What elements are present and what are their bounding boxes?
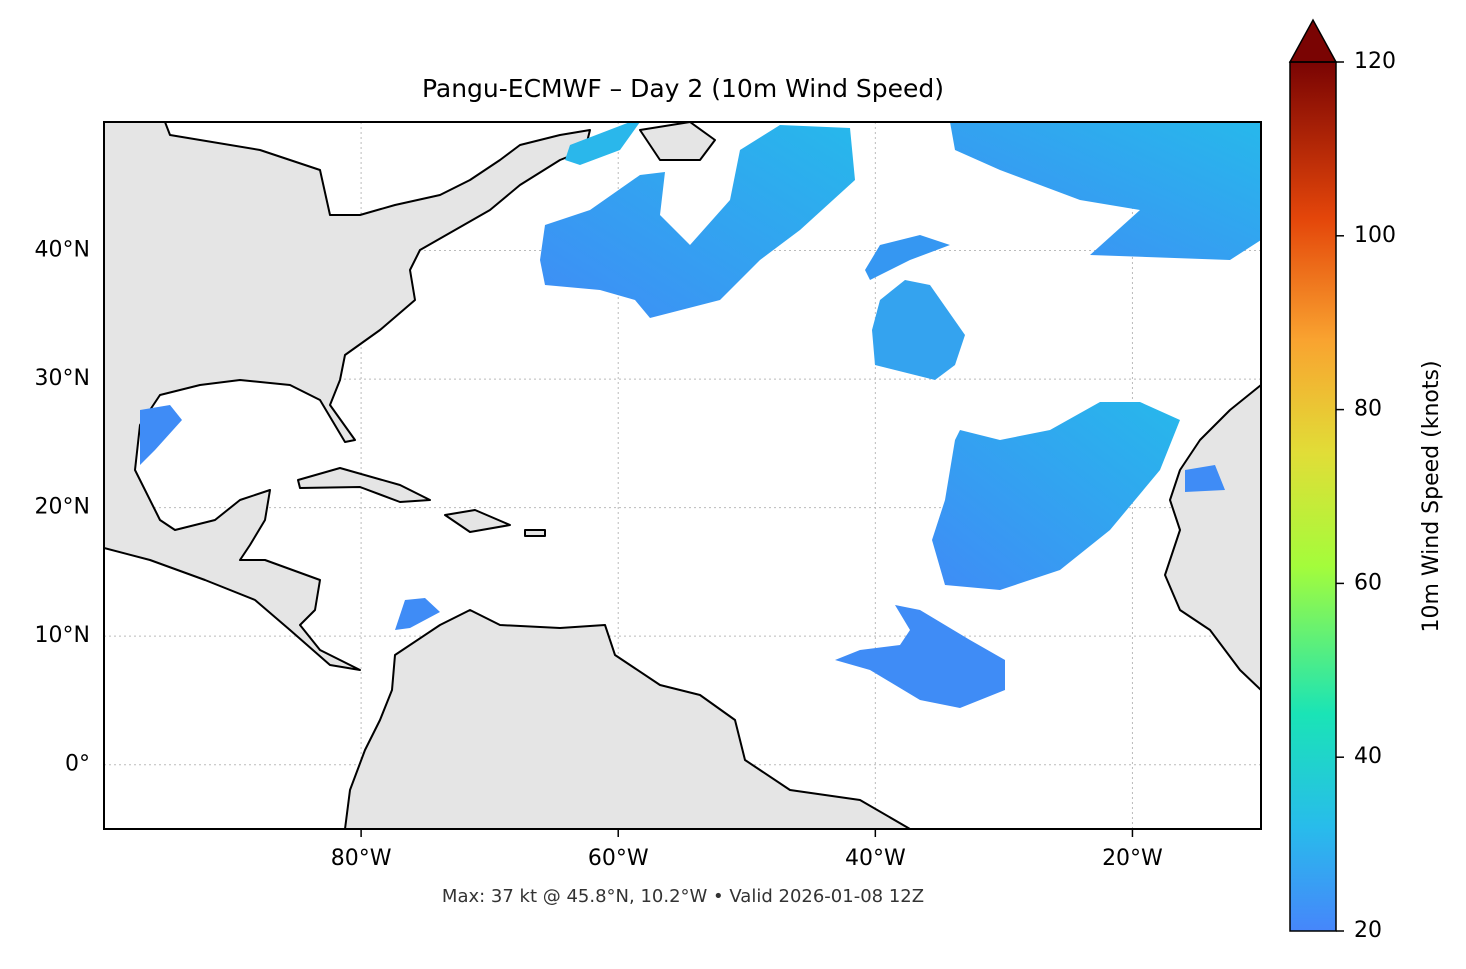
x-tick-label: 80°W xyxy=(331,846,392,871)
colorbar: 20 40 60 80 100 120 10m Wind Speed (knots) xyxy=(1288,18,1444,943)
wind-area xyxy=(565,122,640,165)
y-tick-label: 0° xyxy=(65,752,90,777)
puerto-rico xyxy=(524,529,546,537)
colorbar-extension xyxy=(1288,18,1338,63)
map-area xyxy=(104,122,1261,829)
wind-area xyxy=(1185,465,1225,492)
colorbar-frame xyxy=(1289,61,1337,932)
wind-area xyxy=(140,405,182,465)
africa xyxy=(1164,384,1261,691)
wind-area xyxy=(865,235,950,280)
y-tick-label: 10°N xyxy=(35,623,90,648)
wind-area xyxy=(872,280,965,380)
hispaniola xyxy=(444,509,511,533)
axes: 80°W 60°W 40°W 20°W 0° 10°N 20°N 30°N 40°N xyxy=(35,238,1164,871)
newfoundland xyxy=(639,122,716,161)
north-america xyxy=(104,122,591,671)
x-tick-label: 40°W xyxy=(845,846,906,871)
x-tick-label: 20°W xyxy=(1102,846,1163,871)
wind-area xyxy=(835,605,1005,708)
colorbar-tick-label: 40 xyxy=(1354,744,1382,769)
wind-area xyxy=(395,598,440,630)
colorbar-tick-label: 80 xyxy=(1354,397,1382,422)
colorbar-tick-label: 60 xyxy=(1354,570,1382,595)
colorbar-tick-label: 120 xyxy=(1354,49,1396,74)
colorbar-label: 10m Wind Speed (knots) xyxy=(1419,360,1444,632)
y-tick-label: 30°N xyxy=(35,366,90,391)
colorbar-tick-label: 20 xyxy=(1354,918,1382,943)
colorbar-tick-label: 100 xyxy=(1354,223,1396,248)
y-tick-label: 40°N xyxy=(35,238,90,263)
y-tick-label: 20°N xyxy=(35,495,90,520)
cuba xyxy=(297,467,431,503)
wind-area xyxy=(540,125,855,318)
wind-area xyxy=(932,402,1180,590)
colorbar-gradient xyxy=(1290,62,1336,931)
map-title: Pangu-ECMWF – Day 2 (10m Wind Speed) xyxy=(422,74,944,103)
footer-note: Max: 37 kt @ 45.8°N, 10.2°W • Valid 2026… xyxy=(442,886,924,907)
map-frame xyxy=(103,121,1262,830)
south-america xyxy=(344,609,911,829)
wind-area xyxy=(950,122,1261,260)
x-tick-label: 60°W xyxy=(588,846,649,871)
